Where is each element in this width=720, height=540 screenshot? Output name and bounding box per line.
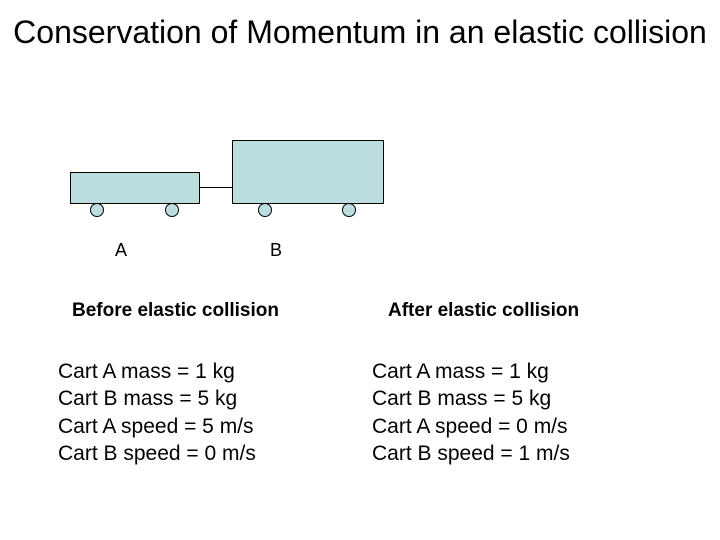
collision-diagram: A B [60, 140, 400, 295]
after-data: Cart A mass = 1 kg Cart B mass = 5 kg Ca… [372, 358, 570, 467]
cart-b-body [232, 140, 384, 204]
before-line-1: Cart A mass = 1 kg [58, 358, 256, 385]
after-line-2: Cart B mass = 5 kg [372, 385, 570, 412]
after-line-4: Cart B speed = 1 m/s [372, 440, 570, 467]
cart-b-label: B [270, 240, 282, 261]
cart-a-label: A [115, 240, 127, 261]
after-line-1: Cart A mass = 1 kg [372, 358, 570, 385]
cart-a-wheel-1 [90, 203, 104, 217]
before-line-2: Cart B mass = 5 kg [58, 385, 256, 412]
cart-b-wheel-2 [342, 203, 356, 217]
after-heading: After elastic collision [388, 300, 579, 322]
cart-b-wheel-1 [258, 203, 272, 217]
before-heading: Before elastic collision [72, 300, 279, 322]
after-line-3: Cart A speed = 0 m/s [372, 413, 570, 440]
before-data: Cart A mass = 1 kg Cart B mass = 5 kg Ca… [58, 358, 256, 467]
cart-a-wheel-2 [165, 203, 179, 217]
before-line-3: Cart A speed = 5 m/s [58, 413, 256, 440]
page-title: Conservation of Momentum in an elastic c… [0, 14, 720, 51]
cart-a-body [70, 172, 200, 204]
before-line-4: Cart B speed = 0 m/s [58, 440, 256, 467]
